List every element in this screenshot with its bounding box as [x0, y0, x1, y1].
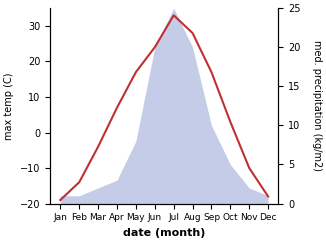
- Y-axis label: max temp (C): max temp (C): [4, 72, 14, 140]
- Y-axis label: med. precipitation (kg/m2): med. precipitation (kg/m2): [312, 40, 322, 171]
- X-axis label: date (month): date (month): [123, 228, 205, 238]
